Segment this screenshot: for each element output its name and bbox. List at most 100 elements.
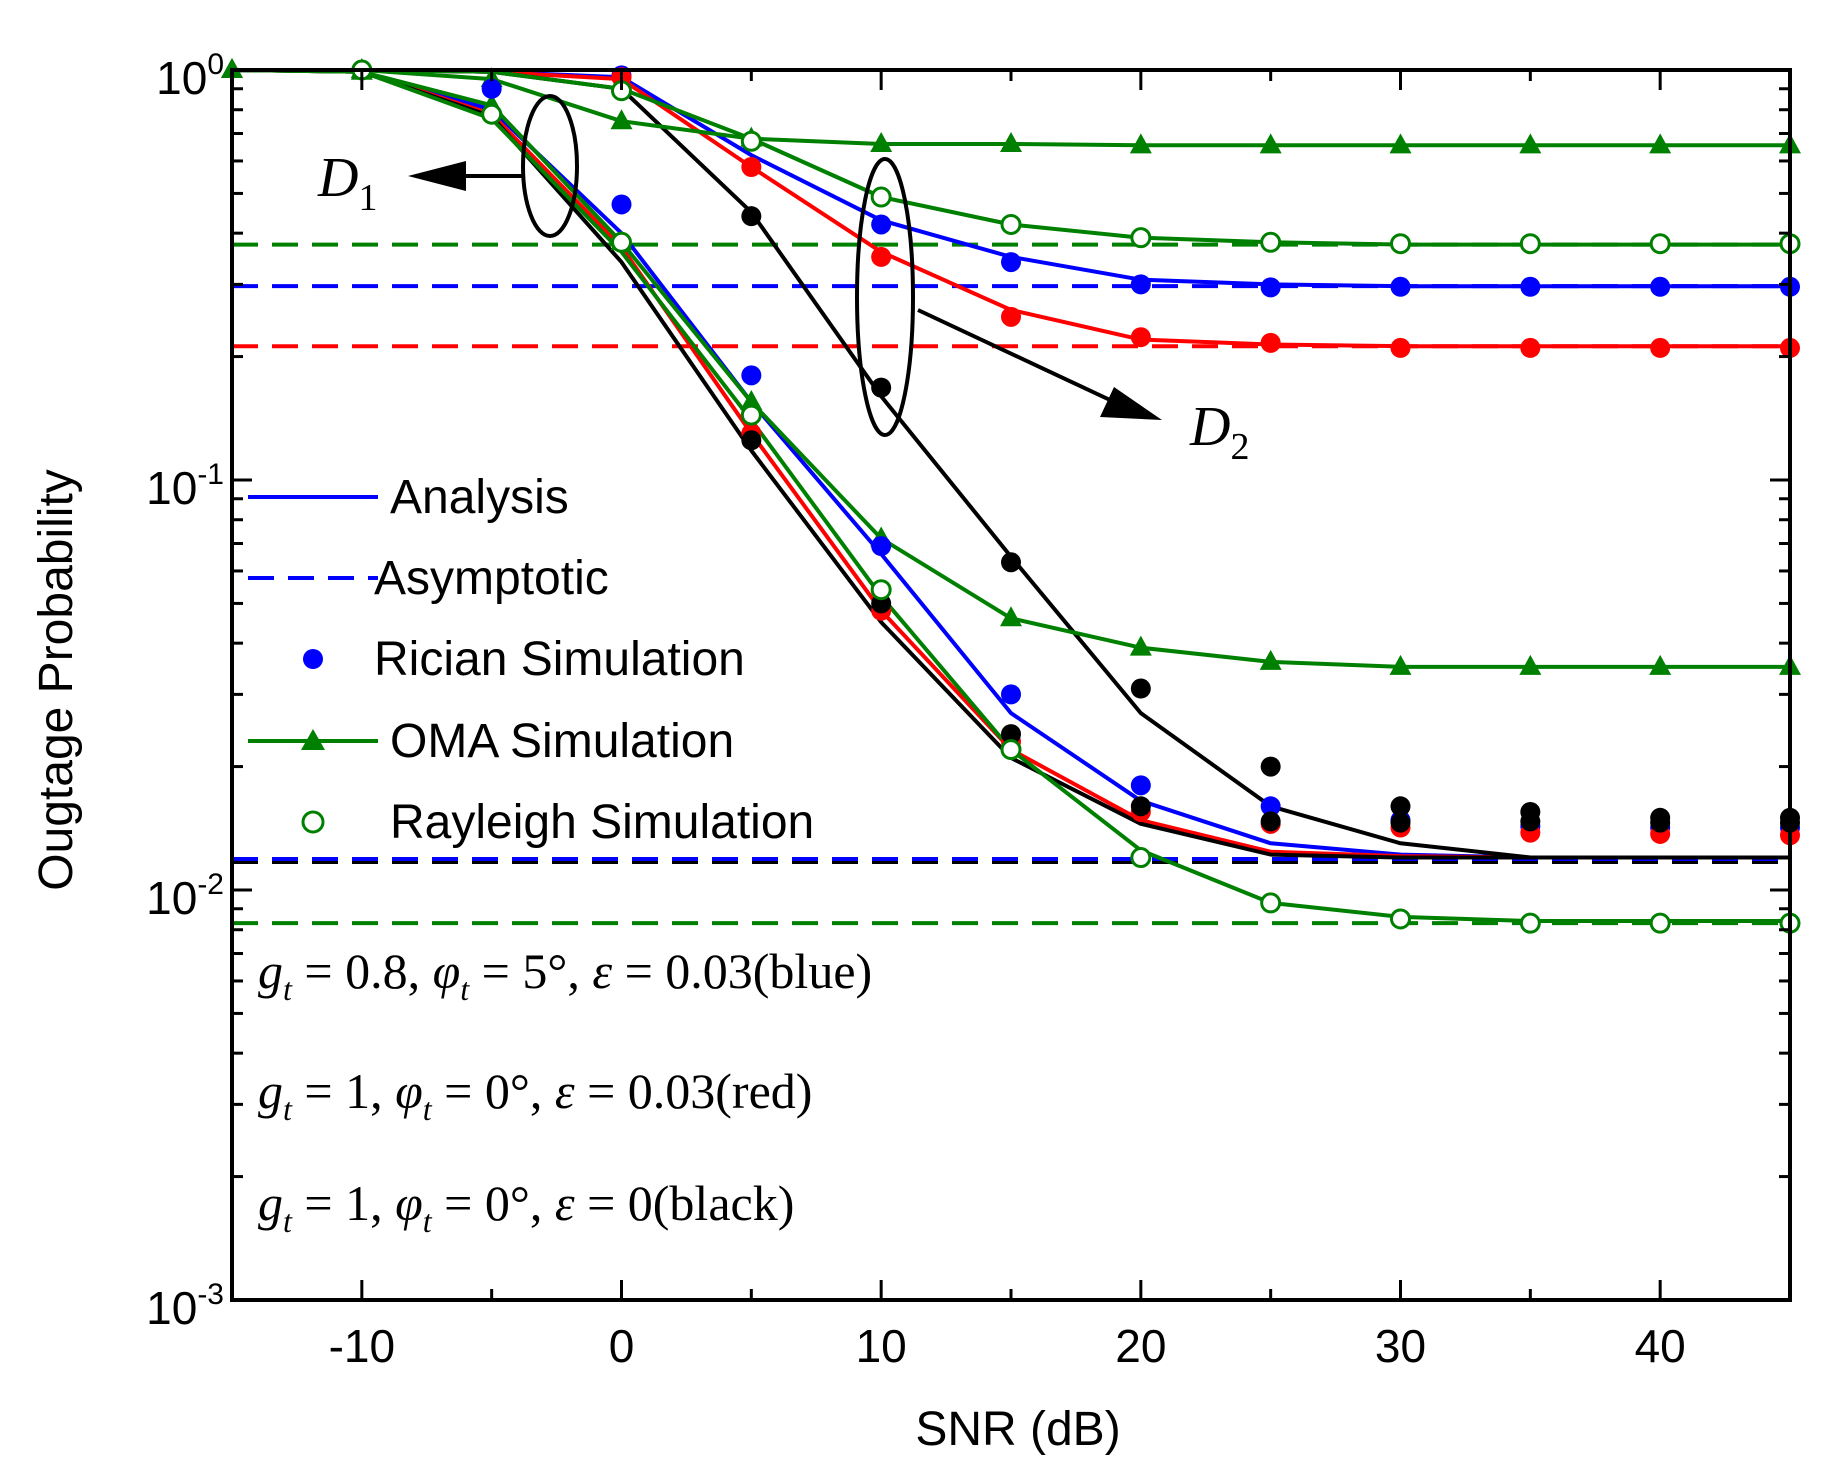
oma-marker (1519, 133, 1542, 154)
d2-arrow-shaft (917, 308, 1111, 402)
rician-point (1260, 332, 1281, 353)
oma-marker (1649, 133, 1672, 154)
x-axis-label: SNR (dB) (915, 1403, 1120, 1456)
d1-annotation: D1 (317, 94, 579, 238)
rayleigh-point (1519, 912, 1541, 934)
rayleigh-point (611, 231, 632, 253)
rician-point (1130, 678, 1151, 699)
y-tick-label: 100 (156, 48, 224, 104)
legend-rayleigh-marker (301, 810, 325, 834)
y-tick-label: 10-3 (146, 1278, 224, 1334)
oma-marker (1389, 654, 1412, 675)
d2-annotation: D2 (855, 157, 1249, 468)
legend-oma-marker (301, 729, 325, 750)
oma-marker (870, 131, 893, 152)
oma-marker (1259, 133, 1282, 154)
rayleigh-point (481, 103, 503, 125)
rician-point (741, 365, 762, 386)
oma-marker (1259, 649, 1282, 670)
oma-marker (1129, 635, 1152, 656)
x-tick-labels: -10 0 10 20 30 40 (329, 1320, 1686, 1372)
x-tick-label: -10 (329, 1320, 395, 1372)
oma-marker (1129, 133, 1152, 154)
rayleigh-point (1260, 892, 1282, 914)
rayleigh-point (1000, 213, 1022, 235)
rician-point (1130, 796, 1151, 817)
rician-point (871, 214, 892, 235)
rician-point (1520, 276, 1541, 297)
x-tick-label: 20 (1115, 1320, 1166, 1372)
rician-point (1520, 337, 1541, 358)
legend-item-analysis: Analysis (248, 471, 569, 524)
rayleigh-point (1260, 231, 1282, 253)
rician-point (611, 194, 632, 215)
d2-label: D2 (1189, 396, 1249, 468)
rayleigh-point (1130, 847, 1152, 869)
oma-marker (1649, 654, 1672, 675)
d2-arrow-head (1100, 387, 1162, 420)
rician-point (1390, 796, 1411, 817)
parameter-note-black: gt = 1, φt = 0°, ε = 0(black) (258, 1175, 794, 1239)
rician-point (481, 78, 502, 99)
y-axis-label: Ougtage Probability (30, 469, 83, 891)
rician-point (741, 156, 762, 177)
parameter-note-red: gt = 1, φt = 0°, ε = 0.03(red) (258, 1063, 812, 1127)
legend-rician-label: Rician Simulation (374, 633, 745, 686)
rayleigh-point (1130, 227, 1152, 249)
legend-item-oma: OMA Simulation (248, 715, 734, 768)
rician-point (1130, 775, 1151, 796)
x-tick-label: 40 (1635, 1320, 1686, 1372)
rician-point (871, 536, 892, 557)
rician-point (871, 377, 892, 398)
oma-marker (1519, 654, 1542, 675)
axes (230, 68, 1792, 1302)
rician-point (1390, 812, 1411, 833)
rician-point (1390, 276, 1411, 297)
legend-asymptotic-label: Asymptotic (374, 552, 609, 605)
rician-point (1650, 807, 1671, 828)
parameter-notes: gt = 0.8, φt = 5°, ε = 0.03(blue) gt = 1… (258, 943, 872, 1239)
rician-point (741, 206, 762, 227)
rician-point (741, 430, 762, 451)
y-tick-label: 10-2 (146, 868, 224, 924)
rician-point (1260, 811, 1281, 832)
rayleigh-point (1649, 912, 1671, 934)
rayleigh-point (1519, 233, 1541, 255)
rayleigh-point (1390, 233, 1411, 255)
rician-point (1520, 801, 1541, 822)
rician-point (1650, 337, 1671, 358)
y-tick-labels: 100 10-1 10-2 10-3 (146, 48, 224, 1334)
oma-marker (1000, 606, 1022, 627)
rician-point (1130, 327, 1151, 348)
d1-arrow-head (408, 161, 466, 191)
y-tick-label: 10-1 (146, 458, 224, 514)
rician-point (1001, 252, 1021, 273)
rician-point (1260, 277, 1281, 298)
oma-marker (610, 109, 633, 130)
legend-item-asymptotic: Asymptotic (248, 552, 609, 605)
oma-marker (740, 389, 763, 410)
legend-oma-label: OMA Simulation (390, 715, 734, 768)
rayleigh-point (870, 186, 892, 208)
rician-point (1001, 552, 1021, 573)
rician-point (1001, 306, 1021, 327)
d1-label: D1 (317, 147, 377, 219)
rician-point (1650, 276, 1671, 297)
x-tick-label: 30 (1375, 1320, 1426, 1372)
rayleigh-point (1649, 233, 1671, 255)
rayleigh-point (740, 130, 762, 152)
x-tick-label: 0 (609, 1320, 635, 1372)
rician-point (1130, 274, 1151, 295)
oma-marker (1000, 131, 1022, 152)
rayleigh-point (740, 404, 762, 426)
d1-ellipse (521, 94, 579, 238)
rician-point (871, 246, 892, 267)
d2-ellipse (855, 157, 915, 437)
oma-marker (1389, 133, 1412, 154)
legend-rician-marker (303, 649, 323, 669)
rician-point (1260, 756, 1281, 777)
tick-marks (230, 68, 1792, 1302)
rayleigh-point (1390, 908, 1411, 930)
rician-point (1260, 796, 1281, 817)
